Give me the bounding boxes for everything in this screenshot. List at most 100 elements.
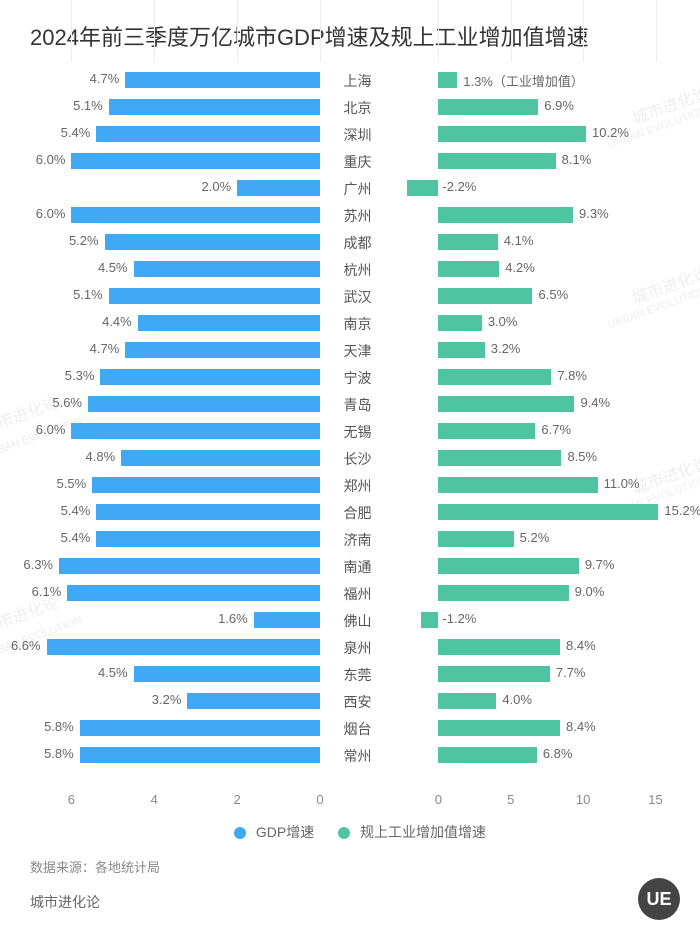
industrial-value: 6.8% <box>543 746 573 761</box>
industrial-bar-row: 7.8% <box>395 364 670 392</box>
industrial-bar-row: 9.3% <box>395 202 670 230</box>
left-axis-tick: 0 <box>316 792 323 807</box>
industrial-bar-row: 4.1% <box>395 229 670 257</box>
gdp-bar <box>125 342 320 358</box>
industrial-value: 9.7% <box>585 557 615 572</box>
industrial-bar-row: 7.7% <box>395 661 670 689</box>
industrial-bar-row: 4.2% <box>395 256 670 284</box>
gdp-value: 5.1% <box>73 98 103 113</box>
industrial-value: 1.3%（工业增加值） <box>463 71 584 90</box>
brand-logo: UE <box>638 878 680 920</box>
industrial-value: 4.2% <box>505 260 535 275</box>
industrial-bar-row: -1.2% <box>395 607 670 635</box>
gdp-bar <box>59 558 320 574</box>
gdp-bar-row: 5.8% <box>30 742 320 770</box>
industrial-bar-row: 8.1% <box>395 148 670 176</box>
gdp-bar <box>71 423 320 439</box>
gdp-bar <box>71 153 320 169</box>
city-label: 烟台 <box>330 719 385 739</box>
industrial-value: 8.4% <box>566 638 596 653</box>
gdp-bar <box>134 261 320 277</box>
industrial-value: -2.2% <box>442 179 476 194</box>
gdp-bar <box>109 288 320 304</box>
industrial-value: 6.5% <box>539 287 569 302</box>
industrial-bar-row: 4.0% <box>395 688 670 716</box>
industrial-value: -1.2% <box>442 611 476 626</box>
gdp-bar-row: 4.8% <box>30 445 320 473</box>
industrial-value: 9.4% <box>580 395 610 410</box>
city-label: 青岛 <box>330 395 385 415</box>
gdp-value: 1.6% <box>218 611 248 626</box>
data-source: 数据来源：各地统计局 <box>30 857 160 876</box>
industrial-value: 10.2% <box>592 125 629 140</box>
gdp-bar-row: 5.1% <box>30 94 320 122</box>
industrial-value: 11.0% <box>604 476 640 491</box>
gdp-bar-row: 5.4% <box>30 499 320 527</box>
gdp-value: 4.7% <box>90 71 120 86</box>
industrial-bar <box>438 153 555 169</box>
industrial-bar <box>438 396 574 412</box>
city-label: 济南 <box>330 530 385 550</box>
legend: GDP增速 规上工业增加值增速 <box>0 822 700 842</box>
gdp-bar <box>80 720 320 736</box>
gdp-value: 2.0% <box>202 179 232 194</box>
right-bars-column: 1.3%（工业增加值） 6.9% 10.2%8.1% -2.2% 9.3%4.1% 4.2… <box>395 62 670 792</box>
left-bars-column: 4.7%5.1%5.4%6.0%2.0%6.0%5.2%4.5%5.1%4.4%… <box>30 62 320 792</box>
gdp-value: 6.6% <box>11 638 41 653</box>
gdp-bar <box>47 639 320 655</box>
industrial-value: 5.2% <box>520 530 550 545</box>
gdp-bar <box>134 666 320 682</box>
gdp-bar-row: 6.3% <box>30 553 320 581</box>
industrial-value: 6.9% <box>544 98 574 113</box>
left-axis-tick: 2 <box>234 792 241 807</box>
industrial-value: 4.0% <box>502 692 532 707</box>
gdp-bar-row: 5.2% <box>30 229 320 257</box>
gdp-bar-row: 5.1% <box>30 283 320 311</box>
gdp-bar-row: 3.2% <box>30 688 320 716</box>
gdp-value: 5.2% <box>69 233 99 248</box>
industrial-bar <box>438 261 499 277</box>
city-label: 重庆 <box>330 152 385 172</box>
right-axis: 051015 <box>395 792 670 822</box>
industrial-value: 15.2% <box>664 503 700 518</box>
gdp-bar <box>96 531 320 547</box>
industrial-bar-row: 8.4% <box>395 715 670 743</box>
gdp-value: 6.0% <box>36 206 66 221</box>
gdp-bar <box>254 612 320 628</box>
city-labels-column: 上海北京深圳重庆广州苏州成都杭州武汉南京天津宁波青岛无锡长沙郑州合肥济南南通福州… <box>330 62 385 792</box>
gdp-value: 6.1% <box>32 584 62 599</box>
industrial-bar <box>438 585 568 601</box>
chart-area: 城市进化论 URBAN EVOLUTION 城市进化论 URBAN EVOLUT… <box>0 62 700 842</box>
gdp-bar-row: 6.0% <box>30 418 320 446</box>
gdp-bar-row: 5.6% <box>30 391 320 419</box>
city-label: 福州 <box>330 584 385 604</box>
gdp-bar-row: 6.6% <box>30 634 320 662</box>
left-axis: 0246 <box>30 792 320 822</box>
left-axis-tick: 6 <box>68 792 75 807</box>
industrial-bar <box>438 504 658 520</box>
city-label: 南通 <box>330 557 385 577</box>
industrial-bar <box>438 693 496 709</box>
industrial-bar <box>438 558 578 574</box>
industrial-bar <box>438 72 457 88</box>
industrial-bar <box>438 747 536 763</box>
right-axis-tick: 0 <box>435 792 442 807</box>
city-label: 天津 <box>330 341 385 361</box>
gdp-bar <box>88 396 320 412</box>
gdp-bar-row: 2.0% <box>30 175 320 203</box>
industrial-bar <box>438 477 597 493</box>
gdp-bar-row: 4.4% <box>30 310 320 338</box>
industrial-value: 8.1% <box>562 152 592 167</box>
industrial-bar <box>438 423 535 439</box>
city-label: 南京 <box>330 314 385 334</box>
industrial-bar-row: 3.2% <box>395 337 670 365</box>
industrial-bar-row: 10.2% <box>395 121 670 149</box>
industrial-bar <box>438 126 586 142</box>
industrial-bar <box>438 450 561 466</box>
gdp-value: 5.5% <box>57 476 87 491</box>
gdp-bar-row: 5.4% <box>30 526 320 554</box>
city-label: 郑州 <box>330 476 385 496</box>
gdp-bar-row: 4.7% <box>30 67 320 95</box>
industrial-value: 7.7% <box>556 665 586 680</box>
city-label: 广州 <box>330 179 385 199</box>
